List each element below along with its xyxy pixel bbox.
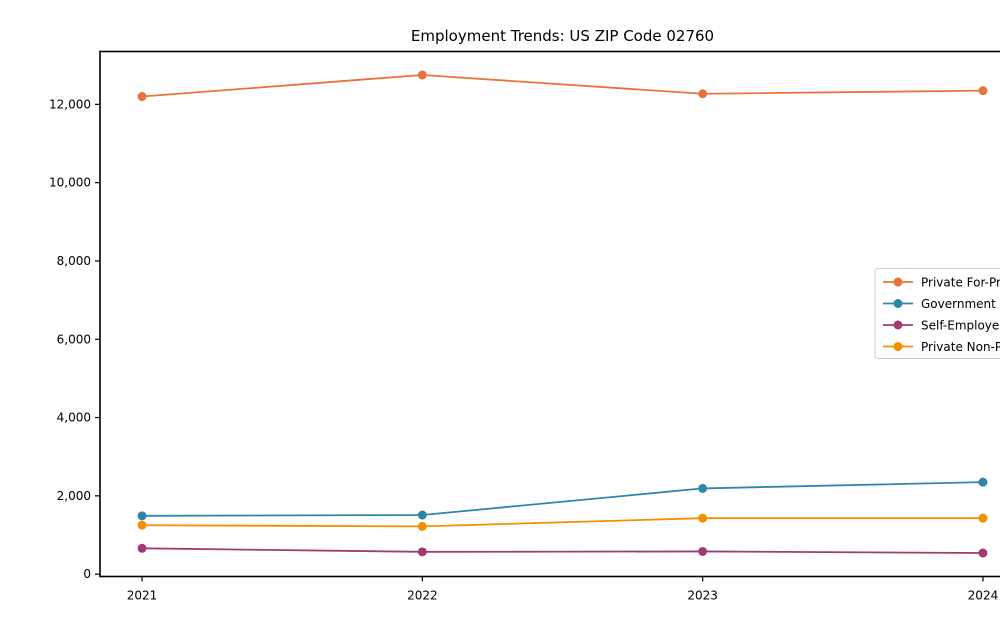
employment-trends-line-chart: Employment Trends: US ZIP Code 02760 0 2,… — [49, 27, 1000, 603]
y-tick-label: 12,000 — [49, 97, 91, 111]
data-point-private-for-profit-2024 — [978, 86, 988, 96]
x-tick-label: 2023 — [687, 589, 718, 603]
y-tick-label: 10,000 — [49, 176, 91, 190]
x-tick-label: 2022 — [407, 589, 438, 603]
legend-marker — [893, 342, 903, 351]
legend-entry-self-employed: Self-Employed — [883, 319, 1000, 333]
y-tick-label: 0 — [83, 567, 91, 581]
legend-marker — [893, 277, 903, 287]
legend-entry-private-for-profit: Private For-Profit — [883, 276, 1000, 290]
legend: Private For-Profit Government Self-Employe… — [874, 268, 1000, 359]
x-tick-label: 2024 — [968, 589, 999, 603]
data-point-private-for-profit-2022 — [417, 70, 427, 80]
legend-marker — [893, 320, 903, 330]
series-line-private-for-profit — [141, 74, 983, 98]
series-line-government — [142, 481, 983, 517]
data-point-private-non-profit-2023 — [698, 513, 708, 523]
legend-label: Government — [921, 297, 996, 311]
data-point-government-2023 — [698, 483, 708, 493]
data-point-private-non-profit-2022 — [417, 521, 427, 531]
chart-title: Employment Trends: US ZIP Code 02760 — [411, 27, 714, 45]
data-point-self-employed-2021 — [137, 543, 147, 553]
legend-entry-private-non-profit: Private Non-Profit — [883, 340, 1000, 354]
series-line-self-employed — [142, 547, 983, 554]
plot-area: 0 2,000 4,000 6,000 8,000 10,000 12,000 2021 202… — [49, 50, 1000, 603]
legend-label: Self-Employed — [921, 319, 1000, 333]
legend-box — [874, 268, 1000, 359]
y-tick-label: 6,000 — [57, 332, 91, 346]
y-tick-label: 8,000 — [57, 254, 91, 268]
plot-border — [99, 50, 1000, 578]
data-point-self-employed-2022 — [417, 547, 427, 557]
series-line-private-non-profit — [142, 517, 983, 528]
y-tick-label: 4,000 — [57, 411, 91, 425]
y-tick-label: 2,000 — [57, 489, 91, 503]
legend-label: Private For-Profit — [921, 276, 1000, 290]
figure: Employment Trends: US ZIP Code 02760 0 2,… — [40, 16, 1000, 616]
data-point-self-employed-2024 — [978, 548, 988, 558]
legend-entry-government: Government — [883, 297, 996, 311]
legend-marker — [893, 299, 903, 308]
data-point-private-non-profit-2021 — [137, 520, 147, 530]
data-point-private-for-profit-2021 — [137, 92, 147, 102]
data-point-private-for-profit-2023 — [698, 89, 708, 99]
data-point-private-non-profit-2024 — [978, 513, 988, 523]
legend-label: Private Non-Profit — [921, 340, 1000, 354]
x-tick-label: 2021 — [127, 589, 158, 603]
data-point-self-employed-2023 — [698, 546, 708, 556]
data-point-government-2021 — [137, 511, 147, 521]
data-point-government-2024 — [978, 477, 988, 487]
data-point-government-2022 — [417, 510, 427, 520]
